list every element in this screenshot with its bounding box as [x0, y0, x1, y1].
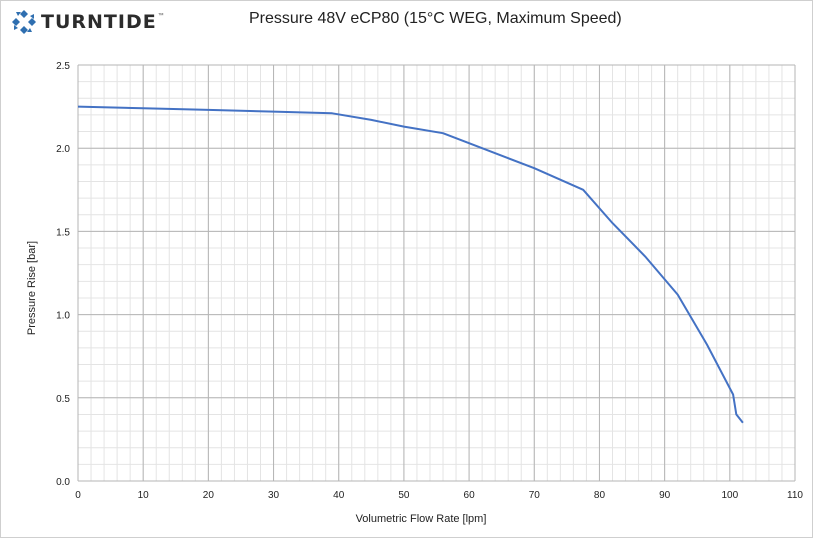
- chart-title: Pressure 48V eCP80 (15°C WEG, Maximum Sp…: [249, 10, 622, 27]
- x-tick-label: 40: [333, 490, 345, 501]
- x-tick-label: 50: [398, 490, 410, 501]
- brand-trademark: ™: [157, 13, 164, 19]
- y-tick-label: 1.0: [56, 311, 70, 322]
- x-tick-label: 80: [594, 490, 606, 501]
- brand-logo: TURNTIDE ™: [11, 9, 164, 35]
- y-tick-label: 0.5: [56, 394, 70, 405]
- x-tick-label: 60: [464, 490, 476, 501]
- x-tick-label: 100: [721, 490, 738, 501]
- brand-name: TURNTIDE: [41, 11, 157, 33]
- y-tick-label: 0.0: [56, 477, 70, 488]
- x-tick-label: 30: [268, 490, 280, 501]
- y-axis-label: Pressure Rise [bar]: [26, 241, 38, 335]
- x-tick-label: 70: [529, 490, 541, 501]
- series-line: [77, 105, 744, 424]
- y-tick-label: 2.5: [56, 61, 70, 72]
- x-tick-label: 90: [659, 490, 671, 501]
- x-axis-label: Volumetric Flow Rate [lpm]: [356, 513, 487, 525]
- y-tick-label: 1.5: [56, 227, 70, 238]
- y-tick-label: 2.0: [56, 144, 70, 155]
- x-tick-label: 20: [203, 490, 215, 501]
- x-tick-label: 10: [138, 490, 150, 501]
- x-tick-label: 110: [787, 490, 803, 501]
- x-tick-label: 0: [75, 490, 81, 501]
- turntide-logo-icon: [12, 10, 36, 34]
